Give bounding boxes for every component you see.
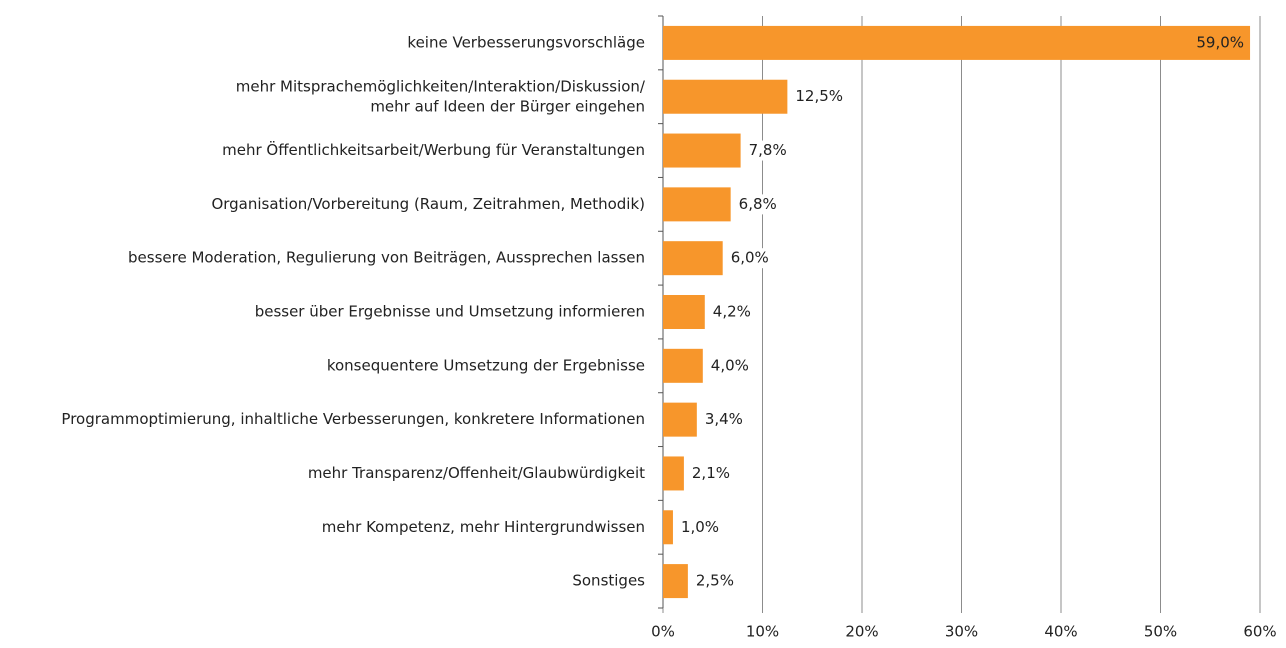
y-tick-label: Programmoptimierung, inhaltliche Verbess… [61, 410, 645, 428]
y-tick-label: besser über Ergebnisse und Umsetzung inf… [255, 303, 645, 321]
x-tick-label: 30% [945, 623, 978, 641]
value-label: 4,0% [711, 356, 749, 374]
bar [663, 564, 688, 599]
y-tick-label: keine Verbesserungsvorschläge [407, 33, 645, 51]
y-tick-label: Sonstiges [572, 572, 645, 590]
value-label: 1,0% [681, 518, 719, 536]
value-label: 2,1% [692, 464, 730, 482]
x-tick-label: 50% [1144, 623, 1177, 641]
value-label: 59,0% [1196, 33, 1244, 51]
bar [663, 456, 684, 491]
label-bg [728, 248, 779, 269]
y-tick-label: mehr Öffentlichkeitsarbeit/Werbung für V… [222, 140, 645, 159]
bar [663, 133, 741, 168]
bar [663, 79, 788, 114]
y-tick-label: konsequentere Umsetzung der Ergebnisse [327, 356, 645, 374]
y-tick-label: mehr Kompetenz, mehr Hintergrundwissen [322, 518, 645, 536]
label-bg [693, 571, 744, 592]
x-tick-label: 60% [1243, 623, 1276, 641]
label-bg [678, 517, 729, 538]
x-tick-label: 0% [651, 623, 675, 641]
bar [663, 25, 1251, 60]
value-label: 4,2% [713, 303, 751, 321]
x-tick-label: 10% [746, 623, 779, 641]
bar [663, 187, 731, 222]
label-bg [746, 140, 797, 161]
x-tick-label: 40% [1044, 623, 1077, 641]
bar [663, 348, 703, 383]
y-tick-label: mehr Mitsprachemöglichkeiten/Interaktion… [236, 77, 646, 115]
label-bg [689, 463, 740, 484]
value-label: 7,8% [749, 141, 787, 159]
label-bg [708, 355, 759, 376]
value-label: 6,8% [739, 195, 777, 213]
bar [663, 295, 705, 329]
x-tick-label: 20% [845, 623, 878, 641]
bar [663, 510, 673, 545]
label-bg [793, 86, 844, 107]
label-bg [736, 194, 787, 215]
y-tick-label: Organisation/Vorbereitung (Raum, Zeitrah… [211, 195, 645, 213]
label-bg [702, 409, 753, 430]
value-label: 6,0% [731, 249, 769, 267]
y-tick-label: bessere Moderation, Regulierung von Beit… [128, 249, 645, 267]
value-label: 2,5% [696, 572, 734, 590]
value-label: 12,5% [795, 87, 843, 105]
bar [663, 241, 723, 276]
value-label: 3,4% [705, 410, 743, 428]
label-bg [710, 302, 761, 322]
y-tick-label: mehr Transparenz/Offenheit/Glaubwürdigke… [308, 464, 645, 482]
bar [663, 402, 697, 437]
